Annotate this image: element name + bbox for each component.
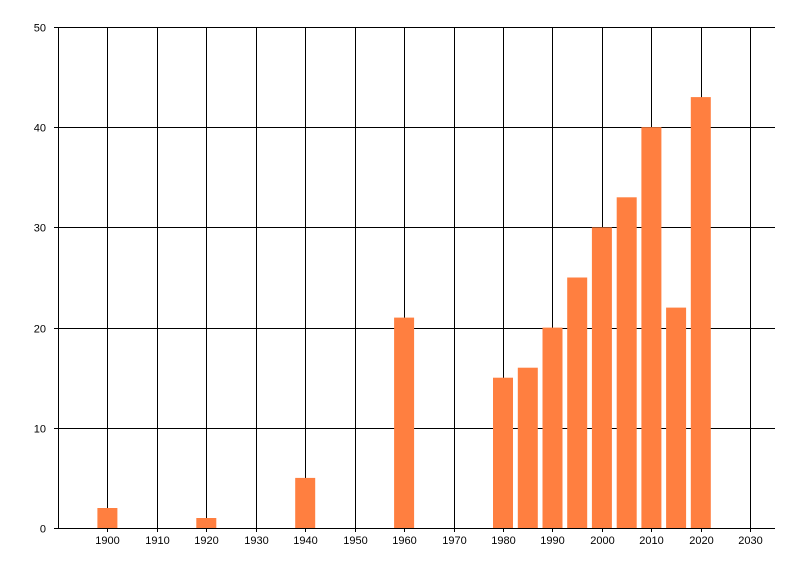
y-tick-label: 30 — [34, 223, 46, 235]
bar-1920-1 — [196, 518, 217, 528]
x-tick-labels: 1900 1910 1920 1930 1940 1950 1960 1970 1980 1990… — [95, 535, 762, 547]
x-tick-label: 1940 — [293, 535, 317, 547]
y-tick-label: 10 — [34, 424, 46, 436]
x-tick-label: 1910 — [145, 535, 169, 547]
y-tick-label: 20 — [34, 324, 46, 336]
bar-2000-8 — [591, 227, 612, 528]
bar-1990-6 — [542, 327, 563, 528]
axes — [54, 27, 775, 532]
x-tick-label: 1970 — [442, 535, 466, 547]
bar-1940-2 — [295, 477, 316, 528]
bars — [97, 97, 711, 529]
y-tick-label: 40 — [34, 123, 46, 135]
y-tick-labels: 0 10 20 30 40 50 — [34, 23, 46, 536]
bar-1980-4 — [493, 377, 513, 528]
x-tick-label: 1950 — [343, 535, 367, 547]
bar-1960-3 — [394, 317, 415, 528]
bar-2020-12 — [690, 97, 711, 528]
bar-2005-9 — [616, 197, 637, 529]
y-tick-label: 50 — [34, 23, 46, 35]
x-tick-label: 1980 — [491, 535, 515, 547]
x-tick-label: 1930 — [244, 535, 268, 547]
bar-2015-11 — [666, 307, 687, 528]
bar-1995-7 — [567, 277, 588, 528]
bar-2010-10 — [641, 127, 662, 528]
x-tick-label: 2000 — [590, 535, 614, 547]
x-tick-label: 2010 — [639, 535, 663, 547]
bar-1900-0 — [97, 508, 118, 528]
y-tick-label: 0 — [40, 524, 46, 536]
x-tick-label: 1990 — [540, 535, 564, 547]
x-tick-label: 1920 — [194, 535, 218, 547]
x-tick-label: 1960 — [392, 535, 416, 547]
x-tick-label: 2020 — [689, 535, 713, 547]
x-tick-label: 1900 — [95, 535, 119, 547]
bar-1985-5 — [517, 367, 538, 528]
x-tick-label: 2030 — [738, 535, 762, 547]
